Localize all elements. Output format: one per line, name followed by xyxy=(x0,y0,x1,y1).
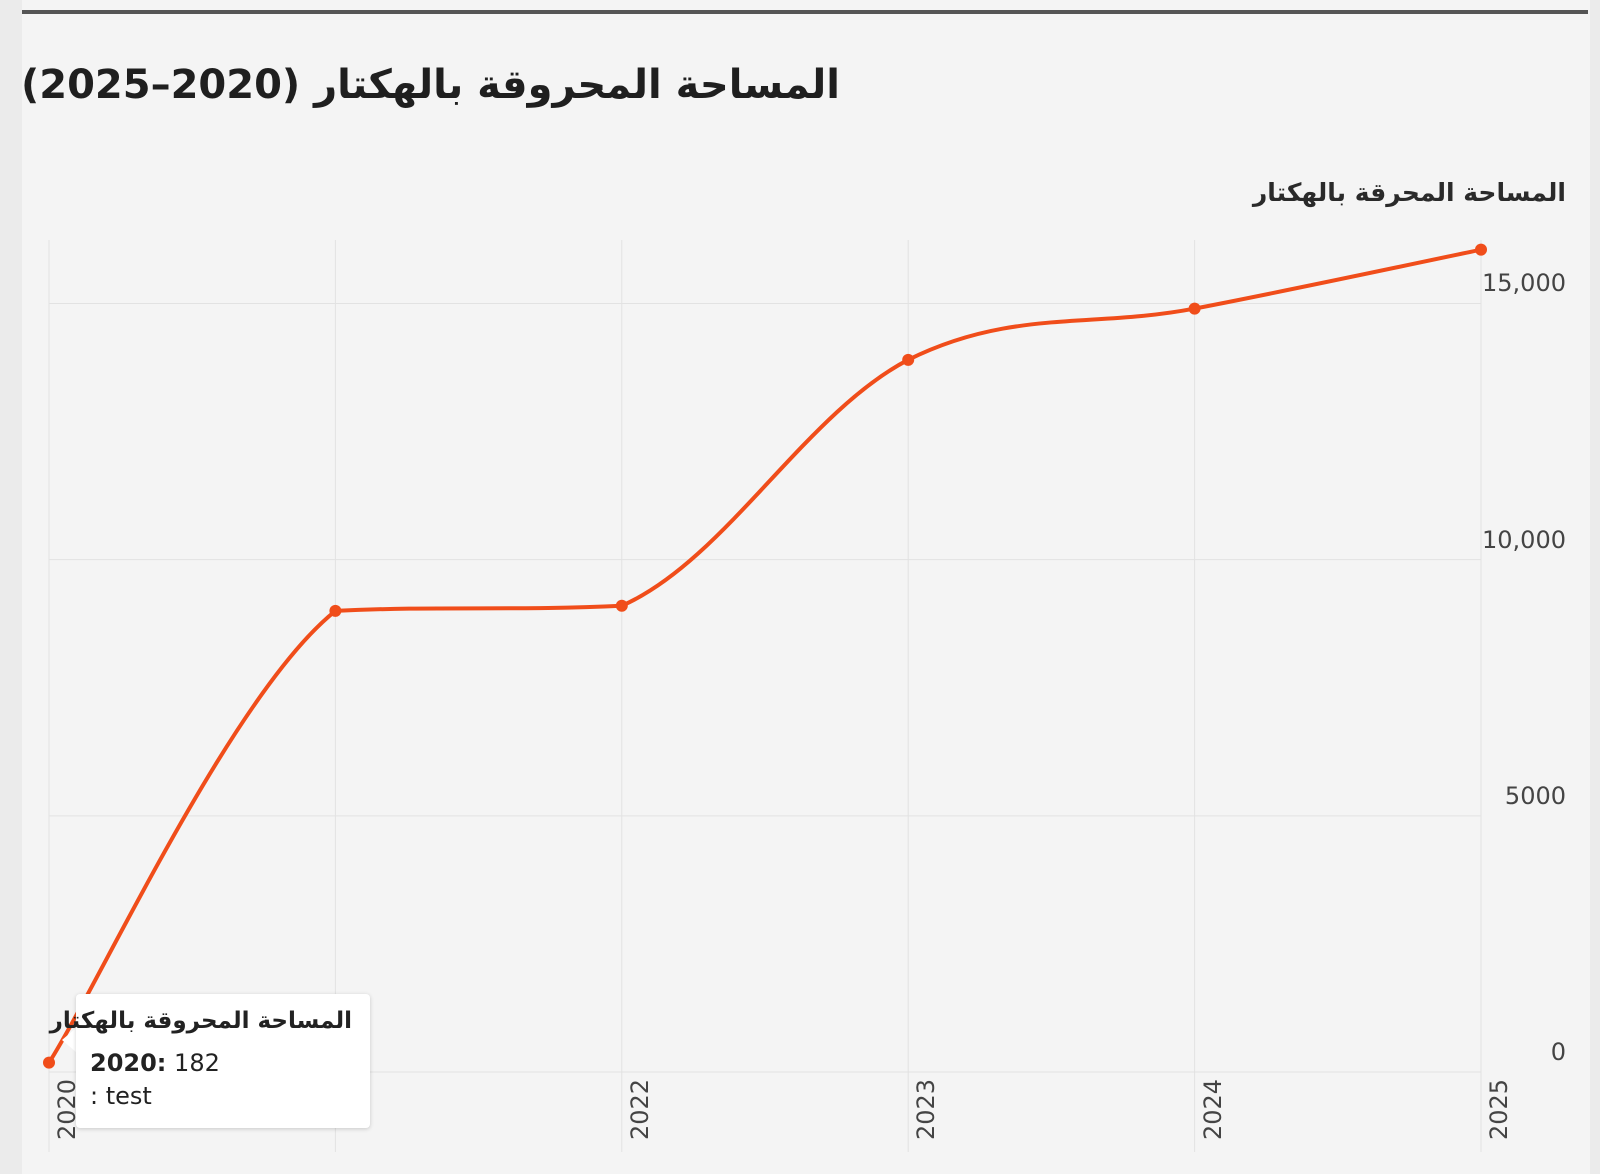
chart-title: المساحة المحروقة بالهكتار (2020–2025) xyxy=(20,62,840,108)
data-tooltip: المساحة المحروقة بالهكتار 2020: 182 : te… xyxy=(50,994,370,1128)
y-axis-label: المساحة المحرقة بالهكتار xyxy=(1252,178,1566,207)
data-point[interactable] xyxy=(902,353,915,366)
x-tick-label: 2024 xyxy=(1198,1078,1227,1140)
y-tick-label: 10,000 xyxy=(1482,525,1566,554)
data-point[interactable] xyxy=(1475,243,1487,256)
y-tick-label: 15,000 xyxy=(1482,269,1566,298)
chart-container xyxy=(22,0,1590,1174)
tooltip-extra: : test xyxy=(90,1082,152,1110)
y-tick-label: 5000 xyxy=(1504,781,1566,810)
tooltip-x-value: 2020: xyxy=(90,1049,167,1077)
series-line xyxy=(47,247,1483,1065)
x-tick-label: 2025 xyxy=(1485,1078,1513,1140)
data-point[interactable] xyxy=(329,604,342,617)
top-divider xyxy=(22,10,1588,14)
data-point[interactable] xyxy=(1188,302,1201,315)
y-tick-label: 0 xyxy=(1550,1038,1566,1066)
x-tick-label: 2022 xyxy=(625,1078,654,1140)
data-point[interactable] xyxy=(615,599,628,612)
data-point[interactable] xyxy=(43,1056,55,1069)
tooltip-pointer xyxy=(62,1028,76,1052)
tooltip-series-name: المساحة المحروقة بالهكتار xyxy=(49,1008,352,1034)
x-tick-label: 2023 xyxy=(912,1078,941,1140)
tooltip-value-line: 2020: 182 xyxy=(90,1049,220,1077)
tooltip-y-value: 182 xyxy=(174,1049,220,1077)
